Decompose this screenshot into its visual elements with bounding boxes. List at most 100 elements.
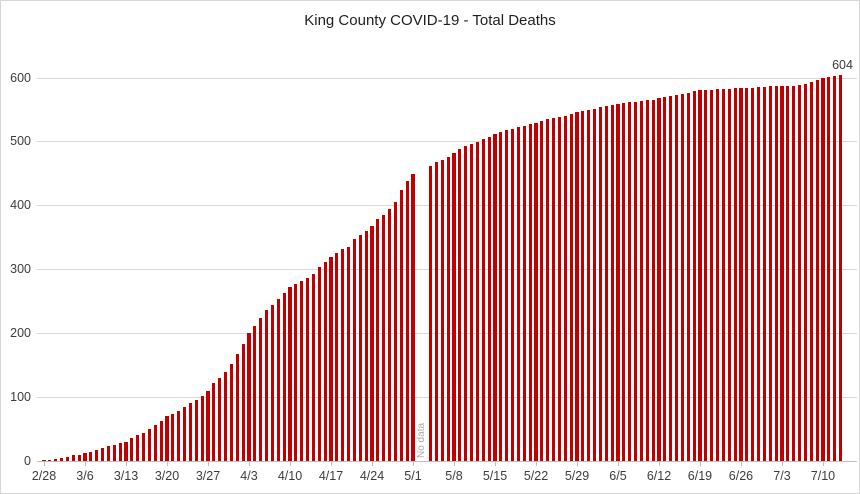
bar xyxy=(645,100,649,461)
bar xyxy=(639,100,643,461)
bar xyxy=(71,455,75,461)
y-tick-label: 500 xyxy=(10,134,31,149)
final-value-label: 604 xyxy=(832,58,853,73)
bar xyxy=(598,107,602,461)
bar xyxy=(751,87,755,461)
y-tick-label: 600 xyxy=(10,70,31,85)
x-tick-mark xyxy=(740,462,742,466)
x-tick-mark xyxy=(535,462,537,466)
bar xyxy=(352,239,356,461)
no-data-label: No data xyxy=(415,422,427,458)
bar xyxy=(592,108,597,461)
x-tick-mark xyxy=(658,462,660,466)
bar xyxy=(288,287,292,461)
bar xyxy=(756,86,761,461)
bar xyxy=(387,209,392,461)
bar xyxy=(341,249,345,461)
x-tick-label: 5/22 xyxy=(523,469,549,483)
bar xyxy=(633,101,638,461)
x-tick-mark xyxy=(453,462,455,466)
bar xyxy=(803,83,807,461)
bar xyxy=(141,432,146,461)
bar xyxy=(721,88,725,461)
bar xyxy=(510,129,515,461)
bar xyxy=(311,273,315,461)
x-tick-label: 5/8 xyxy=(445,469,463,483)
bar xyxy=(780,85,784,461)
bar xyxy=(223,371,228,461)
bar xyxy=(546,119,550,461)
y-tick-label: 200 xyxy=(10,325,31,340)
bar xyxy=(428,166,433,461)
bar xyxy=(727,88,731,461)
bar xyxy=(569,114,573,461)
x-tick-label: 5/29 xyxy=(564,469,590,483)
bar xyxy=(505,130,509,461)
bar xyxy=(253,325,257,461)
bar xyxy=(669,95,673,461)
bar xyxy=(768,86,772,461)
x-tick-mark xyxy=(44,462,45,466)
x-tick-mark xyxy=(412,462,414,466)
bar xyxy=(493,134,497,461)
gridline-600 xyxy=(37,77,857,79)
bar xyxy=(112,445,116,461)
bar xyxy=(499,132,503,461)
bar xyxy=(364,231,368,461)
bar xyxy=(118,443,122,461)
bar xyxy=(54,459,58,461)
x-tick-mark xyxy=(617,462,619,466)
bar xyxy=(147,429,151,461)
bar xyxy=(739,88,743,461)
bar xyxy=(651,99,655,461)
bar xyxy=(346,246,351,461)
x-tick-mark xyxy=(330,462,332,466)
bar xyxy=(241,343,245,461)
x-tick-label: 6/26 xyxy=(728,469,754,483)
bar xyxy=(528,123,532,461)
x-tick-label: 5/1 xyxy=(404,469,422,483)
bar xyxy=(469,143,474,461)
x-tick-mark xyxy=(699,462,701,466)
bar xyxy=(382,215,386,461)
x-tick-label: 3/27 xyxy=(195,469,221,483)
bar xyxy=(622,102,626,461)
chart-title: King County COVID-19 - Total Deaths xyxy=(304,12,556,29)
bar xyxy=(481,139,485,461)
bar xyxy=(563,115,567,461)
x-tick-label: 7/10 xyxy=(810,469,836,483)
x-tick-mark xyxy=(289,462,291,466)
x-tick-mark xyxy=(576,462,578,466)
x-tick-mark xyxy=(822,462,824,466)
bar xyxy=(218,378,222,461)
bar xyxy=(317,266,321,461)
bar xyxy=(59,457,64,461)
y-tick-label: 0 xyxy=(24,453,31,468)
x-tick-label: 5/15 xyxy=(482,469,508,483)
bar xyxy=(833,76,837,461)
bar xyxy=(294,283,298,461)
bar xyxy=(458,148,462,461)
bar xyxy=(809,81,813,461)
bar xyxy=(551,118,556,461)
y-tick-label: 100 xyxy=(10,389,31,404)
bar xyxy=(827,76,831,461)
bar xyxy=(487,136,491,461)
bar xyxy=(434,162,438,461)
bar xyxy=(270,304,274,461)
x-tick-label: 3/6 xyxy=(76,469,94,483)
x-tick-label: 6/19 xyxy=(687,469,713,483)
bar xyxy=(89,452,93,461)
x-tick-mark xyxy=(84,462,86,466)
bar xyxy=(130,438,134,461)
bar xyxy=(200,395,204,461)
bar xyxy=(159,420,163,461)
bar xyxy=(628,102,632,461)
bar xyxy=(124,441,128,461)
bar xyxy=(581,111,585,461)
bar xyxy=(786,85,790,461)
bar xyxy=(715,89,720,461)
bar xyxy=(235,353,239,461)
bar xyxy=(745,87,749,461)
x-tick-mark xyxy=(781,462,783,466)
